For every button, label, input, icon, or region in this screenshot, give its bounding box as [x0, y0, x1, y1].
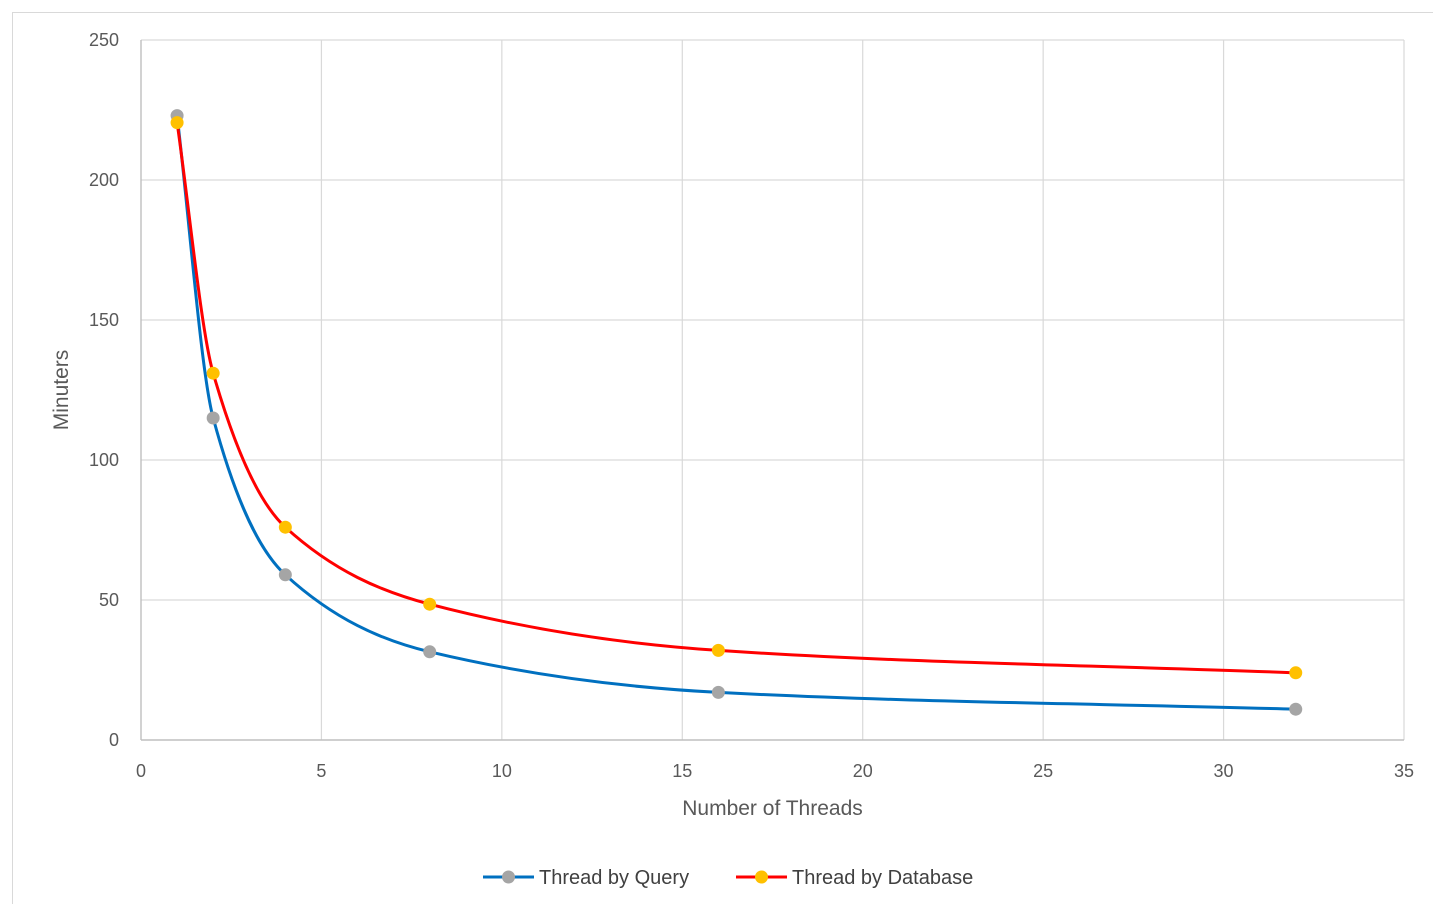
series-lines — [175, 115, 1296, 711]
legend-marker-swatch — [502, 870, 515, 884]
data-point — [206, 366, 220, 380]
chart-frame — [12, 12, 1433, 904]
y-tick-label: 150 — [89, 310, 119, 330]
x-tick-label: 0 — [136, 761, 146, 781]
data-point — [206, 411, 220, 425]
y-tick-label: 50 — [99, 590, 119, 610]
data-point — [423, 645, 437, 659]
grid — [141, 39, 1405, 740]
x-axis-title: Number of Threads — [682, 797, 863, 820]
series-markers — [170, 109, 1303, 716]
legend-item: Thread by Query — [483, 867, 689, 889]
data-point — [423, 597, 437, 611]
x-tick-label: 15 — [672, 761, 692, 781]
legend-label: Thread by Query — [539, 867, 689, 889]
axes — [140, 40, 1404, 741]
series-line-0 — [175, 115, 1296, 711]
legend-item: Thread by Database — [736, 867, 973, 889]
tick-labels: 0 50 100 150 200 250 0 5 10 15 20 25 30 35 — [89, 30, 1414, 781]
y-tick-label: 100 — [89, 450, 119, 470]
legend: Thread by Query Thread by Database — [483, 867, 973, 889]
data-point — [170, 116, 184, 130]
x-tick-label: 5 — [316, 761, 326, 781]
y-tick-label: 0 — [109, 730, 119, 750]
legend-marker-swatch — [755, 870, 768, 884]
x-tick-label: 20 — [853, 761, 873, 781]
data-point — [278, 520, 292, 534]
data-point — [1289, 702, 1303, 716]
data-point — [711, 685, 725, 699]
x-tick-label: 10 — [492, 761, 512, 781]
x-tick-label: 30 — [1214, 761, 1234, 781]
y-tick-label: 200 — [89, 170, 119, 190]
legend-label: Thread by Database — [792, 867, 973, 889]
series-line-1 — [175, 122, 1296, 675]
y-tick-label: 250 — [89, 30, 119, 50]
data-point — [278, 568, 292, 582]
y-axis-title: Minuters — [50, 350, 73, 431]
data-point — [1289, 666, 1303, 680]
x-tick-label: 25 — [1033, 761, 1053, 781]
x-tick-label: 35 — [1394, 761, 1414, 781]
data-point — [711, 643, 725, 657]
